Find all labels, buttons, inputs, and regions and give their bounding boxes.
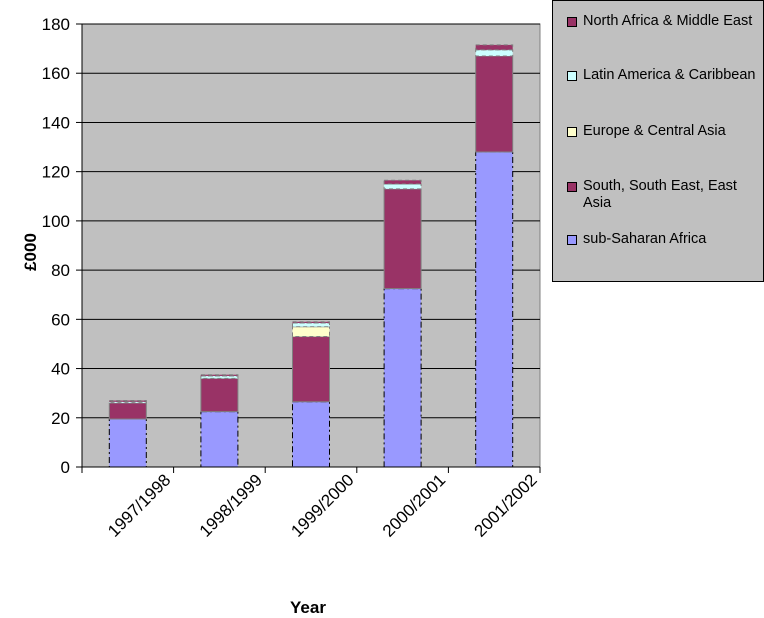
gridlines: [82, 23, 540, 419]
bar-segment: [108, 401, 147, 404]
y-tick-label: 120: [42, 163, 70, 182]
y-tick-labels: 0 20 40 60 80 100 120 140 160 180: [42, 15, 70, 477]
bar-segment: [200, 375, 239, 379]
legend-swatch: [567, 17, 577, 27]
y-tick-label: 60: [51, 310, 70, 329]
legend-label: sub-Saharan Africa: [583, 231, 707, 247]
x-tick-label: 1999/2000: [287, 470, 357, 540]
bar-segment: [200, 374, 239, 377]
bar-segment: [475, 44, 514, 51]
bar-segment: [475, 49, 514, 57]
x-tick-label: 1997/1998: [104, 470, 174, 540]
y-tick-label: 20: [51, 409, 70, 428]
bar-segment: [292, 326, 330, 338]
x-tick-labels: 1997/1998 1998/1999 1999/2000 2000/2001 2001…: [104, 470, 541, 540]
legend-label: Europe & Central Asia: [583, 123, 726, 139]
bar-segment: [292, 321, 330, 324]
y-tick-label: 100: [42, 212, 70, 231]
y-tick-label: 180: [42, 15, 70, 34]
bar-segment: [108, 402, 147, 420]
bar-segment: [200, 377, 239, 413]
bar-segment: [292, 401, 330, 468]
legend-swatch: [567, 71, 577, 81]
bar-segment: [383, 188, 422, 290]
bar-segment: [383, 179, 422, 185]
legend-label: South, South East, East Asia: [583, 178, 737, 211]
axes: [76, 23, 541, 473]
legend-swatch: [567, 127, 577, 137]
bars: [108, 44, 514, 468]
y-tick-label: 0: [61, 458, 70, 477]
bar-segment: [383, 183, 422, 190]
bar-segment: [108, 418, 147, 468]
legend-label: North Africa & Middle East: [583, 13, 753, 29]
bar-segment: [475, 55, 514, 153]
bar-segment: [292, 336, 330, 403]
x-tick-label: 2001/2002: [471, 470, 541, 540]
y-tick-label: 40: [51, 360, 70, 379]
x-axis-title: Year: [290, 598, 326, 617]
bar-segment: [292, 322, 330, 328]
bar-segment: [108, 400, 147, 403]
legend: North Africa & Middle East Latin America …: [552, 0, 764, 282]
bar-segment: [200, 411, 239, 468]
legend-swatch: [567, 235, 577, 245]
bar-segment: [383, 288, 422, 468]
y-axis-title: £000: [21, 233, 40, 271]
bar-segment: [475, 151, 514, 468]
legend-label: Latin America & Caribbean: [583, 67, 756, 83]
y-tick-label: 140: [42, 113, 70, 132]
x-tick-label: 1998/1999: [196, 470, 266, 540]
y-tick-label: 80: [51, 261, 70, 280]
y-tick-label: 160: [42, 64, 70, 83]
legend-swatch: [567, 182, 577, 192]
x-tick-label: 2000/2001: [379, 470, 449, 540]
